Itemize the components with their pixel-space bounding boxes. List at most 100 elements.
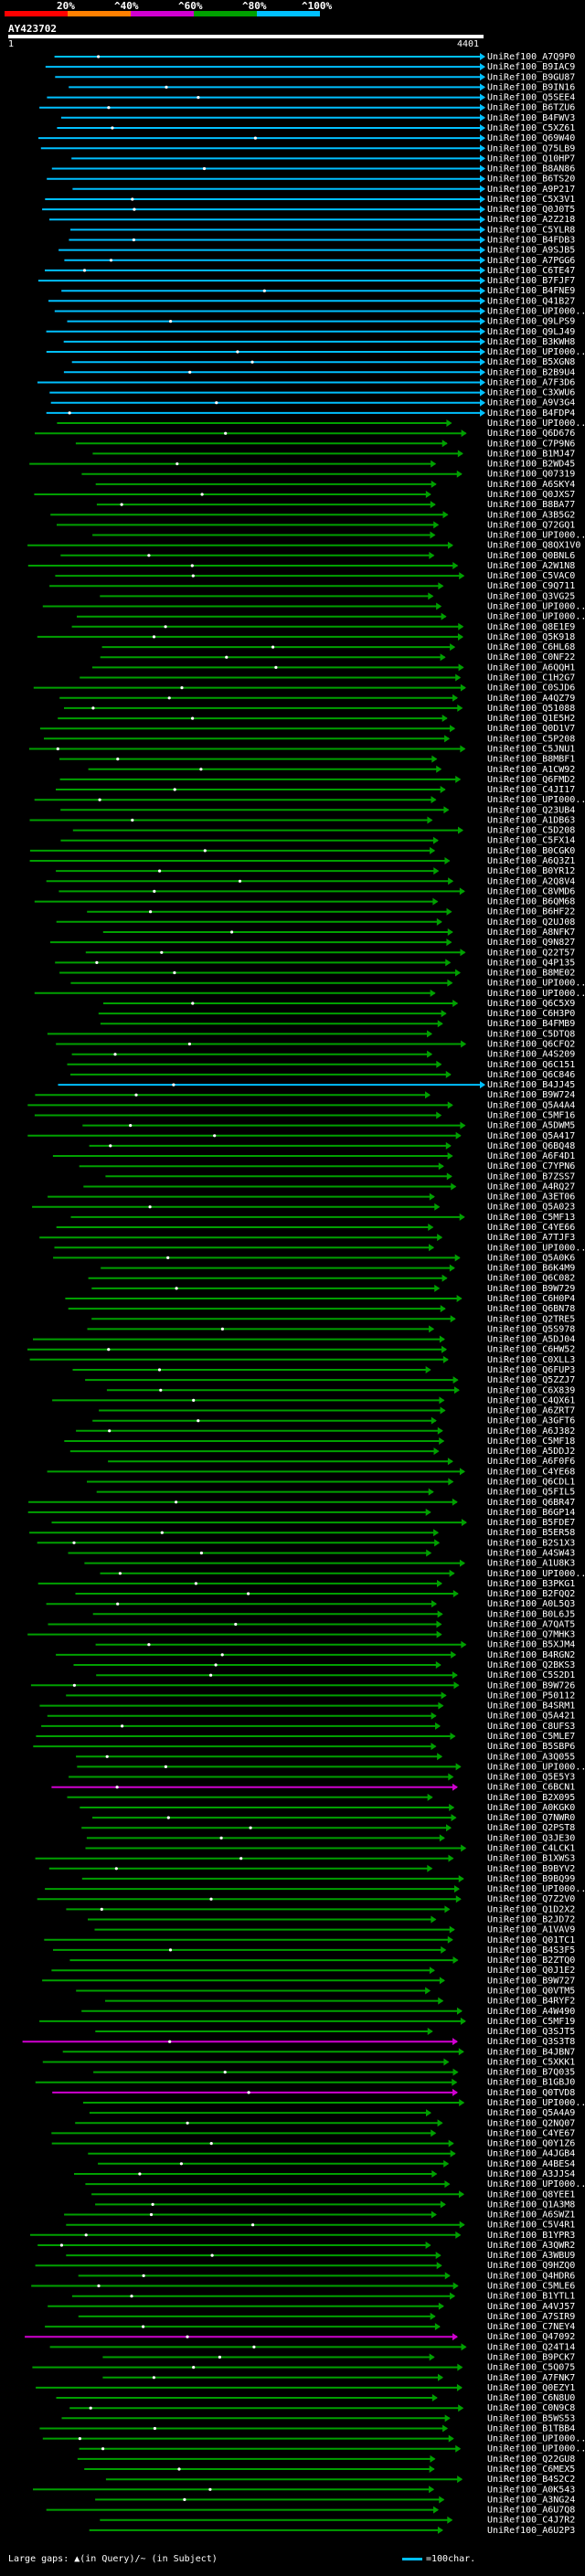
hit-label[interactable]: UniRef100_B6TZU6 [487, 103, 575, 113]
hit-label[interactable]: UniRef100_A6F0F6 [487, 1457, 575, 1467]
hit-label[interactable]: UniRef100_B9W726 [487, 1680, 575, 1691]
hit-label[interactable]: UniRef100_B1YPR3 [487, 2231, 575, 2241]
hit-label[interactable]: UniRef100_C4YE66 [487, 1223, 575, 1233]
hit-label[interactable]: UniRef100_Q6BN78 [487, 1304, 575, 1314]
hit-label[interactable]: UniRef100_B4FDB3 [487, 236, 575, 246]
hit-label[interactable]: UniRef100_Q0Y1Z6 [487, 2139, 575, 2149]
hit-label[interactable]: UniRef100_A7PGG6 [487, 256, 575, 266]
hit-label[interactable]: UniRef100_B8AN86 [487, 164, 575, 175]
hit-label[interactable]: UniRef100_C6H0P4 [487, 1294, 575, 1304]
hit-label[interactable]: UniRef100_B9PCK7 [487, 2353, 575, 2363]
hit-label[interactable]: UniRef100_Q2TRE5 [487, 1314, 575, 1324]
hit-label[interactable]: UniRef100_Q9N827 [487, 938, 575, 948]
hit-label[interactable]: UniRef100_Q8YEE1 [487, 2189, 575, 2200]
hit-label[interactable]: UniRef100_A9V3G4 [487, 398, 575, 408]
hit-label[interactable]: UniRef100_A7Q9P0 [487, 52, 575, 62]
hit-label[interactable]: UniRef100_A2W1N8 [487, 561, 575, 571]
hit-label[interactable]: UniRef100_B2ZTQ0 [487, 1956, 575, 1966]
hit-label[interactable]: UniRef100_A6J382 [487, 1426, 575, 1436]
hit-label[interactable]: UniRef100_C4YE67 [487, 2128, 575, 2138]
hit-label[interactable]: UniRef100_Q5A0K6 [487, 1253, 575, 1263]
hit-label[interactable]: UniRef100_Q69W40 [487, 133, 575, 143]
hit-label[interactable]: UniRef100_C6HL68 [487, 642, 575, 652]
hit-label[interactable]: UniRef100_A7FNK7 [487, 2373, 575, 2383]
hit-label[interactable]: UniRef100_Q0BNL6 [487, 551, 575, 561]
hit-label[interactable]: UniRef100_Q5A4A4 [487, 1100, 575, 1110]
hit-label[interactable]: UniRef100_B9BQ99 [487, 1874, 575, 1884]
hit-label[interactable]: UniRef100_C6HW52 [487, 1345, 575, 1355]
hit-label[interactable]: UniRef100_C0SJD6 [487, 684, 575, 694]
hit-label[interactable]: UniRef100_Q5A421 [487, 1712, 575, 1722]
hit-label[interactable]: UniRef100_Q7MHK3 [487, 1630, 575, 1640]
hit-label[interactable]: UniRef100_Q24T14 [487, 2342, 575, 2352]
hit-label[interactable]: UniRef100_B4FMB9 [487, 1019, 575, 1029]
hit-label[interactable]: UniRef100_B5XJM4 [487, 1640, 575, 1650]
hit-label[interactable]: UniRef100_B2S1X3 [487, 1538, 575, 1548]
hit-label[interactable]: UniRef100_C6TE47 [487, 266, 575, 276]
hit-label[interactable]: UniRef100_UPI000... [487, 602, 585, 612]
hit-label[interactable]: UniRef100_Q6CDL1 [487, 1478, 575, 1488]
hit-label[interactable]: UniRef100_C5V4R1 [487, 2221, 575, 2231]
hit-label[interactable]: UniRef100_Q6C082 [487, 1274, 575, 1284]
hit-label[interactable]: UniRef100_UPI000... [487, 2098, 585, 2108]
hit-label[interactable]: UniRef100_Q9LJ49 [487, 327, 575, 337]
hit-label[interactable]: UniRef100_C5VAC0 [487, 571, 575, 581]
hit-label[interactable]: UniRef100_UPI000... [487, 2444, 585, 2454]
hit-label[interactable]: UniRef100_C4JI17 [487, 785, 575, 795]
hit-label[interactable]: UniRef100_B4JJ45 [487, 1080, 575, 1090]
hit-label[interactable]: UniRef100_B5FDE7 [487, 1518, 575, 1528]
hit-label[interactable]: UniRef100_C5YLR8 [487, 225, 575, 235]
hit-label[interactable]: UniRef100_Q0VTM5 [487, 1987, 575, 1997]
hit-label[interactable]: UniRef100_C5MF16 [487, 1111, 575, 1121]
hit-label[interactable]: UniRef100_C6H3P0 [487, 1009, 575, 1019]
hit-label[interactable]: UniRef100_B6TS20 [487, 175, 575, 185]
hit-label[interactable]: UniRef100_Q7NWR0 [487, 1813, 575, 1823]
hit-label[interactable]: UniRef100_UPI000... [487, 531, 585, 541]
hit-label[interactable]: UniRef100_Q5A023 [487, 1203, 575, 1213]
hit-label[interactable]: UniRef100_C0N9C8 [487, 2403, 575, 2413]
hit-label[interactable]: UniRef100_B9W727 [487, 1976, 575, 1986]
hit-label[interactable]: UniRef100_A9SJB5 [487, 246, 575, 256]
hit-label[interactable]: UniRef100_A3GFT6 [487, 1416, 575, 1426]
hit-label[interactable]: UniRef100_UPI000... [487, 2179, 585, 2189]
hit-label[interactable]: UniRef100_C0XLL3 [487, 1355, 575, 1365]
hit-label[interactable]: UniRef100_C5Q075 [487, 2363, 575, 2373]
hit-label[interactable]: UniRef100_Q7Z2V0 [487, 1894, 575, 1904]
hit-label[interactable]: UniRef100_C6N8U0 [487, 2393, 575, 2403]
hit-label[interactable]: UniRef100_B1TBB4 [487, 2424, 575, 2434]
hit-label[interactable]: UniRef100_B4FDP4 [487, 408, 575, 419]
hit-label[interactable]: UniRef100_A6U7Q8 [487, 2506, 575, 2516]
hit-label[interactable]: UniRef100_B4JBN7 [487, 2047, 575, 2057]
hit-label[interactable]: UniRef100_UPI000... [487, 979, 585, 989]
hit-label[interactable]: UniRef100_A4RQ27 [487, 1182, 575, 1193]
hit-label[interactable]: UniRef100_Q2BKS3 [487, 1660, 575, 1670]
hit-label[interactable]: UniRef100_Q0D1V7 [487, 724, 575, 734]
hit-label[interactable]: UniRef100_P50112 [487, 1691, 575, 1701]
hit-label[interactable]: UniRef100_Q47092 [487, 2332, 575, 2342]
hit-label[interactable]: UniRef100_B7Q035 [487, 2068, 575, 2078]
hit-label[interactable]: UniRef100_B3PKG1 [487, 1579, 575, 1589]
hit-label[interactable]: UniRef100_Q5K918 [487, 632, 575, 642]
hit-label[interactable]: UniRef100_A4BES4 [487, 2159, 575, 2169]
hit-label[interactable]: UniRef100_B9IN16 [487, 82, 575, 92]
hit-label[interactable]: UniRef100_B6K4M9 [487, 1264, 575, 1274]
hit-label[interactable]: UniRef100_C5FX14 [487, 836, 575, 846]
hit-label[interactable]: UniRef100_B5WS53 [487, 2413, 575, 2423]
hit-label[interactable]: UniRef100_Q5A417 [487, 1131, 575, 1141]
hit-label[interactable]: UniRef100_B8ME02 [487, 969, 575, 979]
hit-label[interactable]: UniRef100_B9W729 [487, 1284, 575, 1294]
hit-label[interactable]: UniRef100_B9W724 [487, 1090, 575, 1100]
hit-label[interactable]: UniRef100_UPI000... [487, 1569, 585, 1579]
hit-label[interactable]: UniRef100_B6HF22 [487, 907, 575, 917]
hit-label[interactable]: UniRef100_A4VJ57 [487, 2302, 575, 2312]
hit-label[interactable]: UniRef100_Q6C846 [487, 1070, 575, 1080]
hit-label[interactable]: UniRef100_Q6BR47 [487, 1498, 575, 1508]
hit-label[interactable]: UniRef100_B4FNE9 [487, 286, 575, 296]
hit-label[interactable]: UniRef100_B1GBJ0 [487, 2078, 575, 2088]
hit-label[interactable]: UniRef100_UPI000... [487, 307, 585, 317]
hit-label[interactable]: UniRef100_A3WBU9 [487, 2251, 575, 2261]
hit-label[interactable]: UniRef100_B2X095 [487, 1793, 575, 1803]
hit-label[interactable]: UniRef100_C5D208 [487, 826, 575, 836]
hit-label[interactable]: UniRef100_C7NEY4 [487, 2322, 575, 2332]
hit-label[interactable]: UniRef100_A9P217 [487, 185, 575, 195]
